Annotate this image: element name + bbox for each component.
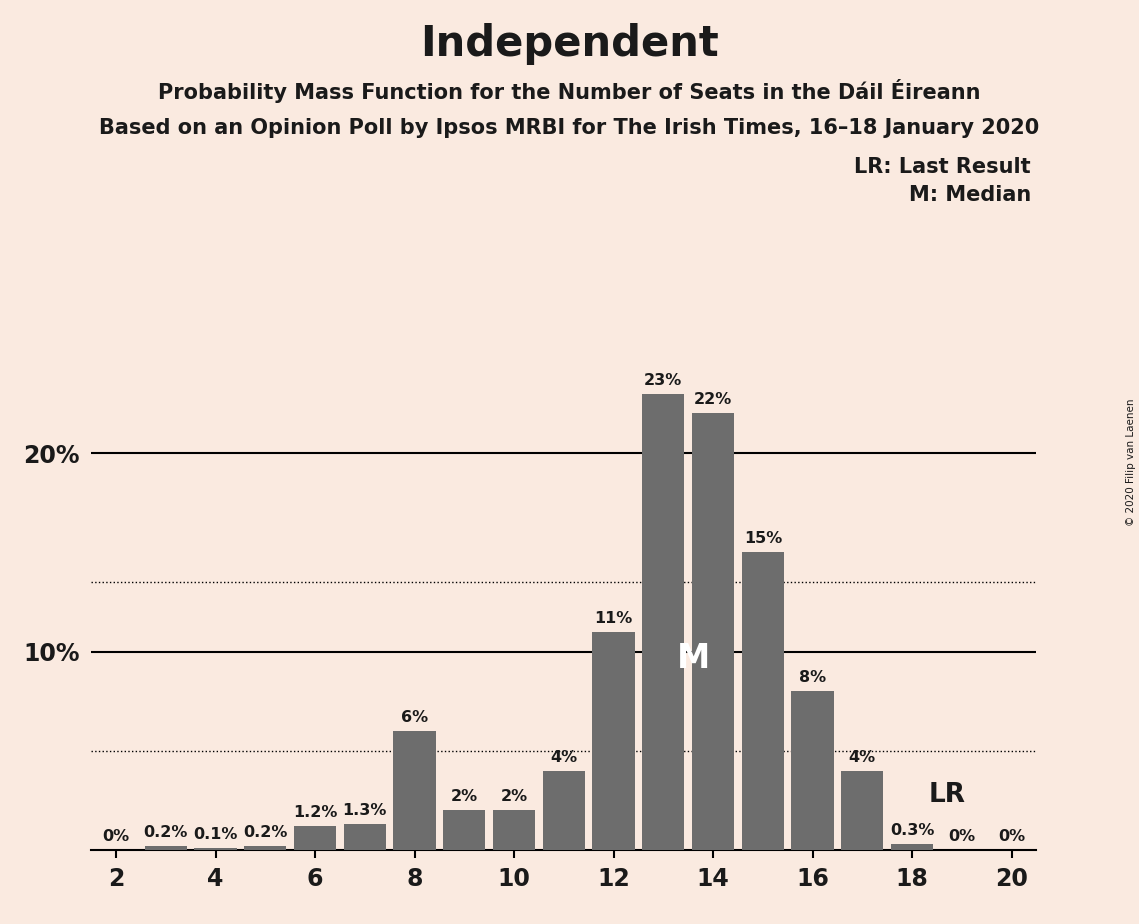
Bar (891, 845, 933, 850)
Bar (294, 826, 336, 850)
Text: 4%: 4% (849, 749, 876, 765)
Bar (244, 846, 286, 850)
Text: M: M (677, 642, 710, 675)
Bar (195, 848, 237, 850)
Bar (592, 632, 634, 850)
Bar (393, 731, 436, 850)
Bar (344, 824, 386, 850)
Text: 1.2%: 1.2% (293, 806, 337, 821)
Text: 0.2%: 0.2% (144, 825, 188, 840)
Text: 22%: 22% (694, 393, 732, 407)
Text: 0.2%: 0.2% (243, 825, 287, 840)
Bar (741, 553, 784, 850)
Text: 0.3%: 0.3% (890, 823, 934, 838)
Bar (443, 810, 485, 850)
Text: 11%: 11% (595, 611, 632, 626)
Text: 8%: 8% (800, 670, 826, 686)
Bar (792, 691, 834, 850)
Text: Independent: Independent (420, 23, 719, 65)
Text: LR: LR (928, 782, 966, 808)
Bar (642, 394, 685, 850)
Text: © 2020 Filip van Laenen: © 2020 Filip van Laenen (1126, 398, 1136, 526)
Text: 1.3%: 1.3% (343, 803, 387, 819)
Text: 0%: 0% (998, 829, 1025, 845)
Text: LR: Last Result: LR: Last Result (854, 157, 1031, 177)
Bar (691, 413, 735, 850)
Text: 2%: 2% (451, 789, 478, 805)
Bar (145, 846, 187, 850)
Text: Based on an Opinion Poll by Ipsos MRBI for The Irish Times, 16–18 January 2020: Based on an Opinion Poll by Ipsos MRBI f… (99, 118, 1040, 139)
Text: 23%: 23% (645, 372, 682, 387)
Bar (842, 771, 884, 850)
Bar (542, 771, 585, 850)
Text: 6%: 6% (401, 710, 428, 725)
Bar (493, 810, 535, 850)
Text: 0%: 0% (103, 829, 130, 845)
Text: M: Median: M: Median (909, 185, 1031, 205)
Text: 0%: 0% (949, 829, 975, 845)
Text: 4%: 4% (550, 749, 577, 765)
Text: 0.1%: 0.1% (194, 827, 238, 842)
Text: 2%: 2% (500, 789, 527, 805)
Text: Probability Mass Function for the Number of Seats in the Dáil Éireann: Probability Mass Function for the Number… (158, 79, 981, 103)
Text: 15%: 15% (744, 531, 782, 546)
